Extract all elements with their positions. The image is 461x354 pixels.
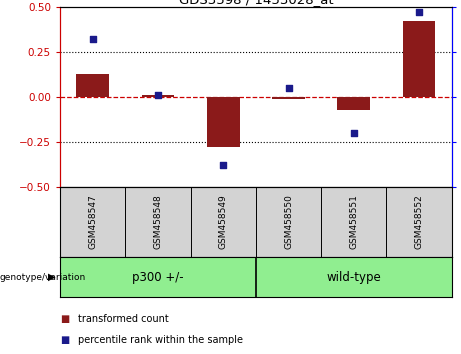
Point	[350, 130, 357, 136]
Text: ▶: ▶	[48, 272, 55, 282]
Bar	[207, 97, 240, 148]
Text: GSM458548: GSM458548	[154, 194, 162, 249]
Text: ■: ■	[60, 314, 69, 324]
Text: transformed count: transformed count	[78, 314, 169, 324]
Bar	[403, 22, 436, 97]
Text: percentile rank within the sample: percentile rank within the sample	[78, 335, 243, 345]
Bar	[337, 97, 370, 110]
Point	[89, 37, 96, 42]
Point	[154, 92, 161, 98]
Bar	[272, 97, 305, 99]
Text: GSM458551: GSM458551	[349, 194, 358, 249]
Text: GSM458547: GSM458547	[88, 194, 97, 249]
Text: ■: ■	[60, 335, 69, 345]
Text: GSM458550: GSM458550	[284, 194, 293, 249]
Bar	[76, 74, 109, 97]
Text: GSM458549: GSM458549	[219, 194, 228, 249]
Point	[219, 162, 227, 168]
Text: GSM458552: GSM458552	[414, 194, 424, 249]
Bar	[142, 95, 174, 97]
Point	[415, 10, 423, 15]
Point	[285, 85, 292, 91]
Text: wild-type: wild-type	[326, 270, 381, 284]
Text: p300 +/-: p300 +/-	[132, 270, 183, 284]
Text: genotype/variation: genotype/variation	[0, 273, 86, 281]
Title: GDS3598 / 1453028_at: GDS3598 / 1453028_at	[178, 0, 333, 6]
